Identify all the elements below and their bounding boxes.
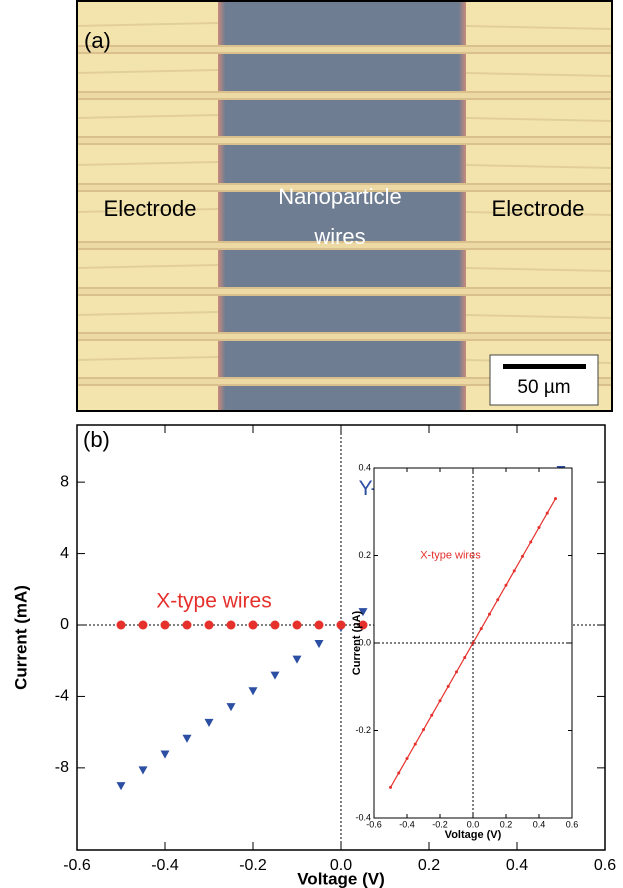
y-tick-label: 0 [60, 616, 69, 633]
y-axis-title: Current (µA) [351, 610, 363, 675]
series-label: X-type wires [156, 589, 272, 612]
panel-label: (b) [83, 427, 110, 452]
x-axis-title: Voltage (V) [297, 869, 385, 888]
x-tick-label: -0.2 [239, 857, 267, 874]
marker [455, 670, 458, 673]
y-tick-label: 4 [60, 545, 69, 562]
marker [293, 621, 302, 630]
marker [117, 621, 126, 630]
stripe [77, 289, 612, 294]
marker [397, 771, 400, 774]
center-label: Nanoparticle [278, 184, 402, 209]
marker [538, 526, 541, 529]
x-tick-label: 0.6 [566, 819, 579, 829]
x-tick-label: 0.4 [506, 857, 528, 874]
marker [463, 656, 466, 659]
marker [389, 786, 392, 789]
y-tick-label: 0.4 [358, 462, 371, 472]
marker [271, 621, 280, 630]
x-tick-label: -0.4 [151, 857, 179, 874]
y-tick-label: 8 [60, 473, 69, 490]
marker [406, 757, 409, 760]
marker [422, 728, 425, 731]
micrograph: (a) Electrode Nanoparticle wires Electro… [77, 1, 612, 411]
x-axis-title: Voltage (V) [445, 829, 502, 841]
marker [249, 621, 258, 630]
stripe [77, 93, 612, 98]
marker [529, 540, 532, 543]
scale-bar [503, 364, 586, 369]
y-tick-label: 0.2 [358, 550, 371, 560]
x-tick-label: -0.4 [399, 819, 415, 829]
marker [447, 685, 450, 688]
x-tick-label: 0.0 [467, 819, 480, 829]
marker [139, 621, 148, 630]
page: (a) Electrode Nanoparticle wires Electro… [0, 0, 623, 888]
marker [414, 743, 417, 746]
marker [430, 714, 433, 717]
y-tick-label: -0.2 [355, 725, 371, 735]
marker [205, 621, 214, 630]
y-tick-label: -8 [55, 759, 69, 776]
stripe [77, 334, 612, 339]
series-label: X-type wires [420, 549, 481, 561]
marker [546, 512, 549, 515]
marker [161, 621, 170, 630]
x-tick-label: -0.2 [432, 819, 448, 829]
marker [439, 699, 442, 702]
marker [472, 642, 475, 645]
stripe [77, 138, 612, 143]
marker [554, 497, 557, 500]
x-tick-label: 0.4 [533, 819, 546, 829]
x-tick-label: -0.6 [63, 857, 91, 874]
stripe [77, 47, 612, 52]
marker [496, 598, 499, 601]
marker [183, 621, 192, 630]
scale-label: 50 µm [517, 377, 570, 398]
center-label: wires [313, 224, 365, 249]
electrode-label: Electrode [492, 196, 585, 221]
panel-label: (a) [84, 28, 111, 53]
marker [480, 627, 483, 630]
marker [337, 621, 346, 630]
marker [315, 621, 324, 630]
y-axis-title: Current (mA) [11, 585, 30, 690]
electrode-label: Electrode [104, 196, 197, 221]
marker [521, 555, 524, 558]
y-tick-label: -0.4 [355, 812, 371, 822]
marker [488, 613, 491, 616]
x-tick-label: 0.2 [418, 857, 440, 874]
figure: (a) Electrode Nanoparticle wires Electro… [0, 0, 623, 888]
y-tick-label: -4 [55, 688, 69, 705]
x-tick-label: 0.2 [500, 819, 513, 829]
x-tick-label: 0.6 [594, 857, 616, 874]
marker [227, 621, 236, 630]
marker [505, 584, 508, 587]
marker [513, 569, 516, 572]
